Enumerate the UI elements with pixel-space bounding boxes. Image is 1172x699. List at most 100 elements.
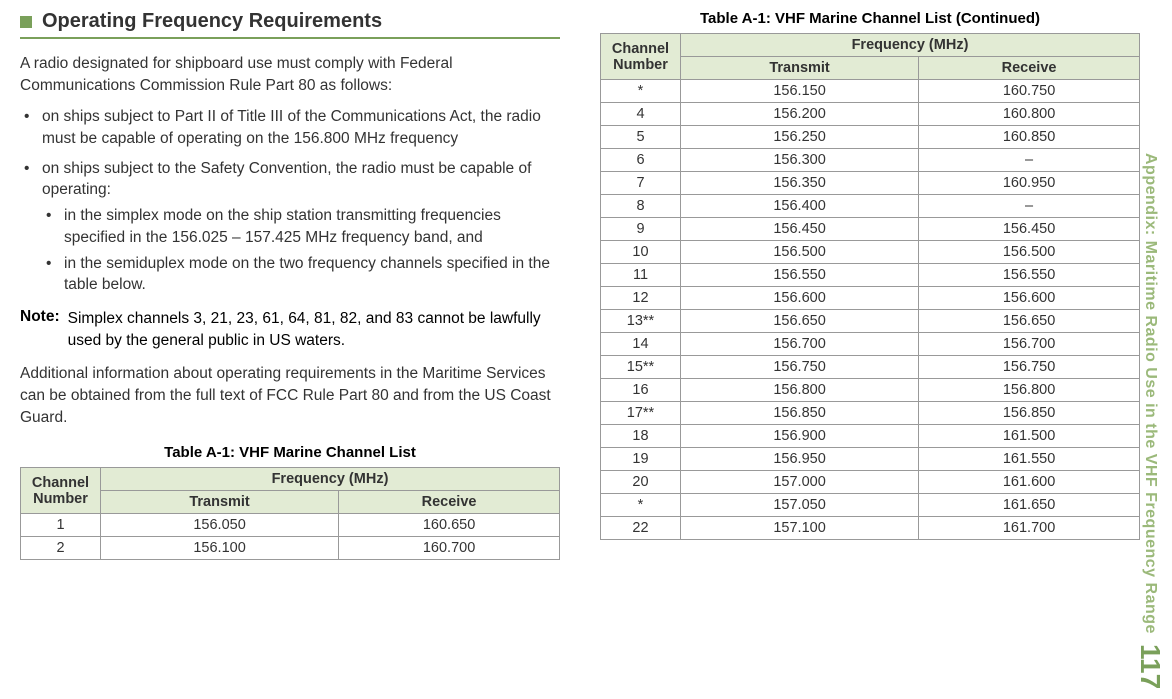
table-row: 1 156.050 160.650: [21, 514, 560, 537]
table-row: 22157.100161.700: [601, 517, 1140, 540]
col-header-frequency: Frequency (MHz): [681, 34, 1140, 57]
list-item: on ships subject to Part II of Title III…: [20, 106, 560, 149]
intro-paragraph: A radio designated for shipboard use mus…: [20, 53, 560, 96]
cell-channel: 17**: [601, 402, 681, 425]
col-header-channel: Channel Number: [21, 468, 101, 514]
cell-channel: 18: [601, 425, 681, 448]
table-row: 8156.400–: [601, 195, 1140, 218]
cell-tx: 156.950: [681, 448, 919, 471]
table-row: *157.050161.650: [601, 494, 1140, 517]
channel-table: Channel Number Frequency (MHz) Transmit …: [20, 467, 560, 560]
list-item: in the semiduplex mode on the two freque…: [42, 253, 560, 296]
col-header-channel: Channel Number: [601, 34, 681, 80]
cell-channel: 5: [601, 126, 681, 149]
cell-channel: 4: [601, 103, 681, 126]
col-header-frequency: Frequency (MHz): [101, 468, 560, 491]
cell-rx: 156.700: [919, 333, 1140, 356]
cell-channel: 1: [21, 514, 101, 537]
cell-tx: 156.250: [681, 126, 919, 149]
cell-channel: 2: [21, 537, 101, 560]
cell-channel: 16: [601, 379, 681, 402]
table-row: 11156.550156.550: [601, 264, 1140, 287]
cell-channel: 14: [601, 333, 681, 356]
col-header-receive: Receive: [339, 491, 560, 514]
requirement-list: on ships subject to Part II of Title III…: [20, 106, 560, 296]
table-row: 9156.450156.450: [601, 218, 1140, 241]
cell-tx: 156.500: [681, 241, 919, 264]
cell-rx: 156.750: [919, 356, 1140, 379]
table-row: *156.150160.750: [601, 80, 1140, 103]
cell-rx: 160.950: [919, 172, 1140, 195]
left-column: Operating Frequency Requirements A radio…: [20, 10, 560, 560]
cell-channel: 9: [601, 218, 681, 241]
cell-rx: 160.800: [919, 103, 1140, 126]
table-title: Table A-1: VHF Marine Channel List: [20, 444, 560, 461]
cell-rx: 161.500: [919, 425, 1140, 448]
cell-rx: 161.650: [919, 494, 1140, 517]
section-title: Operating Frequency Requirements: [42, 10, 382, 33]
cell-channel: 19: [601, 448, 681, 471]
col-header-transmit: Transmit: [101, 491, 339, 514]
cell-tx: 157.100: [681, 517, 919, 540]
cell-channel: 12: [601, 287, 681, 310]
cell-rx: 160.750: [919, 80, 1140, 103]
col-header-receive: Receive: [919, 57, 1140, 80]
cell-tx: 156.900: [681, 425, 919, 448]
table-row: 10156.500156.500: [601, 241, 1140, 264]
cell-tx: 156.200: [681, 103, 919, 126]
cell-tx: 156.100: [101, 537, 339, 560]
cell-channel: 15**: [601, 356, 681, 379]
cell-rx: 156.600: [919, 287, 1140, 310]
cell-rx: 161.600: [919, 471, 1140, 494]
cell-tx: 156.350: [681, 172, 919, 195]
cell-channel: 6: [601, 149, 681, 172]
list-item: in the simplex mode on the ship station …: [42, 205, 560, 248]
cell-rx: 161.550: [919, 448, 1140, 471]
section-heading: Operating Frequency Requirements: [20, 10, 560, 33]
divider: [20, 37, 560, 39]
cell-tx: 157.000: [681, 471, 919, 494]
list-item: on ships subject to the Safety Conventio…: [20, 158, 560, 296]
cell-channel: *: [601, 80, 681, 103]
cell-tx: 156.650: [681, 310, 919, 333]
side-label: Appendix: Maritime Radio Use in the VHF …: [1141, 153, 1159, 634]
cell-rx: –: [919, 195, 1140, 218]
cell-rx: 161.700: [919, 517, 1140, 540]
table-row: 17**156.850156.850: [601, 402, 1140, 425]
cell-tx: 156.800: [681, 379, 919, 402]
list-item-text: on ships subject to the Safety Conventio…: [42, 160, 531, 199]
cell-channel: 10: [601, 241, 681, 264]
cell-rx: 160.700: [339, 537, 560, 560]
cell-tx: 156.750: [681, 356, 919, 379]
cell-tx: 156.400: [681, 195, 919, 218]
cell-channel: 13**: [601, 310, 681, 333]
cell-tx: 156.300: [681, 149, 919, 172]
table-row: 13**156.650156.650: [601, 310, 1140, 333]
cell-tx: 156.700: [681, 333, 919, 356]
cell-rx: 156.500: [919, 241, 1140, 264]
cell-channel: 20: [601, 471, 681, 494]
cell-tx: 157.050: [681, 494, 919, 517]
table-row: 15**156.750156.750: [601, 356, 1140, 379]
cell-rx: 156.850: [919, 402, 1140, 425]
cell-tx: 156.450: [681, 218, 919, 241]
table-row: 7156.350160.950: [601, 172, 1140, 195]
cell-channel: 8: [601, 195, 681, 218]
cell-rx: 160.650: [339, 514, 560, 537]
cell-channel: 22: [601, 517, 681, 540]
note-block: Note: Simplex channels 3, 21, 23, 61, 64…: [20, 308, 560, 351]
table-row: 14156.700156.700: [601, 333, 1140, 356]
sub-list: in the simplex mode on the ship station …: [42, 205, 560, 296]
cell-rx: 160.850: [919, 126, 1140, 149]
table-row: 16156.800156.800: [601, 379, 1140, 402]
cell-tx: 156.600: [681, 287, 919, 310]
note-label: Note:: [20, 308, 60, 351]
table-title-continued: Table A-1: VHF Marine Channel List (Cont…: [600, 10, 1140, 27]
cell-channel: 7: [601, 172, 681, 195]
note-body: Simplex channels 3, 21, 23, 61, 64, 81, …: [68, 308, 560, 351]
col-header-transmit: Transmit: [681, 57, 919, 80]
cell-tx: 156.050: [101, 514, 339, 537]
channel-table-continued: Channel Number Frequency (MHz) Transmit …: [600, 33, 1140, 540]
cell-rx: 156.650: [919, 310, 1140, 333]
table-row: 18156.900161.500: [601, 425, 1140, 448]
